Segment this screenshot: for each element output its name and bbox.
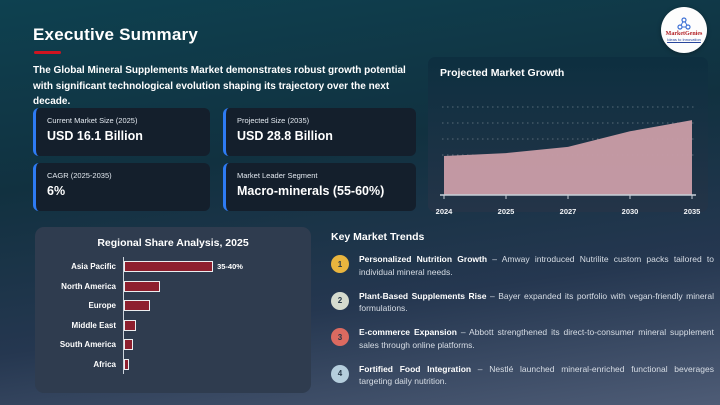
- trend-text: E-commerce Expansion – Abbott strengthen…: [359, 326, 714, 352]
- stat-label: Projected Size (2035): [237, 116, 310, 125]
- region-bar: [124, 300, 151, 312]
- area-chart: 2024 2025 2027 2030 2035: [436, 83, 701, 218]
- bar-track: [123, 354, 301, 374]
- stat-value: Macro-minerals (55-60%): [237, 184, 385, 198]
- title-underline: [34, 51, 61, 54]
- trend-item-1: 1 Personalized Nutrition Growth – Amway …: [331, 253, 714, 279]
- trend-number-badge: 4: [331, 364, 349, 383]
- region-label: Europe: [88, 301, 116, 311]
- company-logo: MarketGenies Ideas to Innovation: [661, 7, 707, 53]
- bar-row: Asia Pacific 35-40%: [45, 257, 301, 277]
- logo-tagline: Ideas to Innovation: [667, 36, 701, 42]
- stat-cards: Current Market Size (2025) USD 16.1 Bill…: [33, 108, 416, 211]
- trend-text: Plant-Based Supplements Rise – Bayer exp…: [359, 290, 714, 316]
- trend-desc: – Abbott strengthened its direct-to-cons…: [359, 327, 714, 350]
- bar-track: [123, 335, 301, 355]
- region-bar: [124, 261, 214, 273]
- trend-number-badge: 3: [331, 328, 349, 346]
- molecule-icon: [677, 17, 691, 30]
- trend-item-3: 3 E-commerce Expansion – Abbott strength…: [331, 326, 714, 352]
- x-axis-ticks: [443, 195, 693, 199]
- region-bar: [124, 319, 136, 331]
- bar-track: [123, 276, 301, 296]
- trend-desc: – Bayer expanded its portfolio with vega…: [359, 290, 714, 314]
- bar-track: [123, 296, 301, 316]
- trend-title: Plant-Based Supplements Rise: [359, 290, 487, 301]
- x-axis-labels: 2024 2025 2027 2030 2035: [436, 206, 701, 218]
- stat-label: CAGR (2025-2035): [47, 171, 112, 180]
- bar-row: Europe: [45, 296, 301, 316]
- trend-text: Personalized Nutrition Growth – Amway in…: [359, 253, 714, 279]
- page-title: Executive Summary: [33, 25, 198, 44]
- trend-number-badge: 2: [331, 291, 349, 310]
- region-label: Africa: [93, 359, 116, 369]
- bar-row: Africa: [45, 354, 301, 374]
- region-bar: [124, 339, 133, 351]
- stat-card-current-size: Current Market Size (2025) USD 16.1 Bill…: [33, 108, 210, 156]
- regional-chart-title: Regional Share Analysis, 2025: [97, 237, 249, 249]
- stat-value: USD 16.1 Billion: [47, 129, 143, 143]
- bar-value-label: 35-40%: [217, 262, 243, 272]
- region-label: Middle East: [71, 320, 116, 330]
- x-axis-label: 2035: [683, 207, 701, 216]
- stat-card-leader-segment: Market Leader Segment Macro-minerals (55…: [223, 163, 416, 211]
- trend-desc: – Nestlé launched mineral-enriched funct…: [359, 363, 714, 387]
- region-label: Asia Pacific: [71, 262, 116, 272]
- trend-title: E-commerce Expansion: [359, 327, 457, 337]
- trend-text: Fortified Food Integration – Nestlé laun…: [359, 363, 714, 389]
- x-axis-label: 2027: [559, 207, 577, 216]
- region-bar: [124, 280, 160, 292]
- growth-chart-title: Projected Market Growth: [440, 67, 565, 79]
- stat-value: 6%: [47, 184, 66, 198]
- trend-item-2: 2 Plant-Based Supplements Rise – Bayer e…: [331, 290, 714, 316]
- trend-title: Fortified Food Integration: [359, 363, 472, 374]
- stat-card-projected-size: Projected Size (2035) USD 28.8 Billion: [223, 108, 416, 156]
- trend-title: Personalized Nutrition Growth: [359, 254, 488, 264]
- trend-number-badge: 1: [331, 255, 349, 273]
- logo-name: MarketGenies: [665, 31, 703, 38]
- stat-value: USD 28.8 Billion: [237, 129, 333, 143]
- region-bar: [124, 358, 129, 370]
- key-market-trends: Key Market Trends 1 Personalized Nutriti…: [331, 231, 714, 399]
- stat-label: Market Leader Segment: [237, 171, 318, 180]
- area-chart-canvas: [440, 106, 696, 199]
- stat-card-cagr: CAGR (2025-2035) 6%: [33, 163, 210, 211]
- x-axis-label: 2024: [435, 207, 453, 216]
- bar-row: South America: [45, 335, 301, 355]
- regional-panel: Regional Share Analysis, 2025 Asia Pacif…: [35, 227, 311, 393]
- x-axis-label: 2025: [497, 207, 515, 216]
- trend-desc: – Amway introduced Nutrilite custom pack…: [359, 254, 715, 277]
- bar-track: 35-40%: [123, 257, 301, 277]
- region-label: South America: [59, 340, 116, 350]
- bar-track: [123, 315, 301, 335]
- intro-text: The Global Mineral Supplements Market de…: [33, 65, 406, 107]
- trends-heading: Key Market Trends: [331, 231, 425, 243]
- growth-panel: Projected Market Growth 2024 2025 2027 2030…: [428, 57, 708, 216]
- trend-item-4: 4 Fortified Food Integration – Nestlé la…: [331, 363, 714, 389]
- bar-chart: Asia Pacific 35-40% North America Europe Mid…: [45, 257, 301, 374]
- stat-label: Current Market Size (2025): [47, 116, 138, 125]
- region-label: North America: [61, 281, 116, 291]
- area-series: [444, 120, 692, 195]
- bar-row: North America: [45, 276, 301, 296]
- x-axis-label: 2030: [621, 207, 639, 216]
- bar-row: Middle East: [45, 315, 301, 335]
